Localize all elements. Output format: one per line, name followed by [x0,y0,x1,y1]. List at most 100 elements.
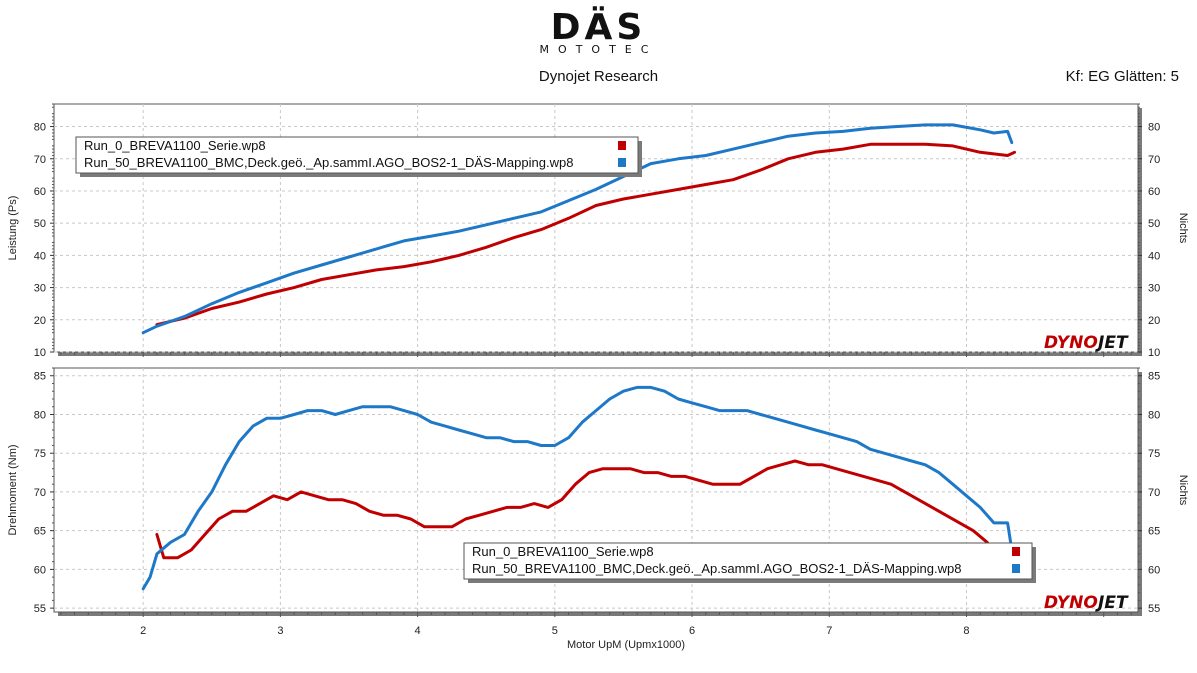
data-point [869,143,872,146]
panel-1: 55 55 60 60 65 65 70 70 75 75 80 80 85 85 2 3 4 5 6 7 8 Motor… [7,367,1189,651]
data-point [787,135,789,137]
data-point [176,557,179,559]
data-point [753,475,755,478]
data-point [1006,154,1009,157]
series-line-0 [155,459,1016,567]
data-point [163,557,165,559]
data-point [540,444,542,447]
data-point [903,491,906,493]
y2-axis-label: Nichts [1177,213,1189,244]
data-point [512,440,515,443]
data-point [677,188,680,191]
data-point [567,436,570,439]
data-point [897,143,899,146]
data-point [958,522,961,524]
data-point [972,529,975,532]
data-point [204,533,206,536]
data-point [492,510,494,513]
data-point [759,141,762,144]
data-point [458,254,460,257]
data-point [272,495,275,497]
data-point [403,240,405,242]
data-point [156,553,158,555]
data-point [430,235,433,237]
data-point [650,386,652,389]
data-point [252,425,254,427]
data-point [567,199,570,202]
data-point [938,471,940,474]
y2-tick-label: 50 [1148,218,1160,230]
data-point [341,498,344,501]
data-point [217,518,220,520]
data-point [197,510,199,513]
x-axis-label: Motor UpM (Upmx1000) [567,639,685,651]
data-point [615,467,618,470]
y-tick-label: 65 [34,526,46,538]
data-point [897,125,899,128]
data-point [444,425,446,427]
legend-swatch [1012,547,1020,556]
data-point [403,409,405,412]
data-point [238,291,240,294]
data-point [526,440,529,443]
data-point [423,526,426,528]
data-point [519,506,522,509]
data-point [293,413,295,416]
y2-tick-label: 60 [1148,564,1160,576]
data-point [533,502,536,505]
y2-tick-label: 85 [1148,371,1160,383]
y2-tick-label: 40 [1148,250,1160,262]
data-point [540,228,542,231]
data-point [567,217,570,220]
brand-dyno: DYNO [1044,333,1098,353]
brand-jet: JET [1095,593,1129,613]
data-point [464,518,467,520]
y-tick-label: 55 [34,603,46,615]
data-point [547,506,549,509]
data-point [643,471,645,474]
data-point [348,256,350,258]
y2-tick-label: 10 [1148,347,1160,359]
data-point [924,124,927,126]
data-point [656,471,659,474]
data-point [142,588,144,590]
y2-tick-label: 70 [1148,154,1160,166]
y2-tick-label: 55 [1148,603,1160,615]
data-point [238,301,240,303]
data-point [773,417,776,420]
y-tick-label: 80 [34,122,46,134]
data-point [334,413,337,416]
y-tick-label: 75 [34,448,46,460]
y2-axis-label: Nichts [1177,475,1189,506]
x-tick-label: 2 [140,625,146,637]
data-point [231,510,234,513]
data-point [993,522,995,524]
data-point [224,464,227,466]
data-point [965,495,968,497]
data-point [698,479,700,482]
data-point [807,464,810,466]
data-point [348,409,350,412]
data-point [684,475,686,478]
data-point [375,269,378,271]
data-point [1013,151,1016,154]
data-point [211,307,213,310]
x-tick-label: 4 [415,625,421,637]
data-point [842,130,844,133]
data-point [355,502,357,505]
x-tick-label: 3 [277,625,283,637]
data-point [211,491,213,493]
data-point [169,541,172,544]
data-point [1006,522,1009,524]
data-point [650,162,652,165]
data-point [265,282,268,284]
logo: DÄS MOTOTEC [0,10,1197,56]
data-point [759,413,762,416]
y2-tick-label: 75 [1148,448,1160,460]
legend-swatch [618,158,626,167]
data-point [993,132,995,134]
data-point [595,409,597,412]
data-point [430,261,433,263]
data-point [485,436,488,439]
data-point [348,273,350,276]
